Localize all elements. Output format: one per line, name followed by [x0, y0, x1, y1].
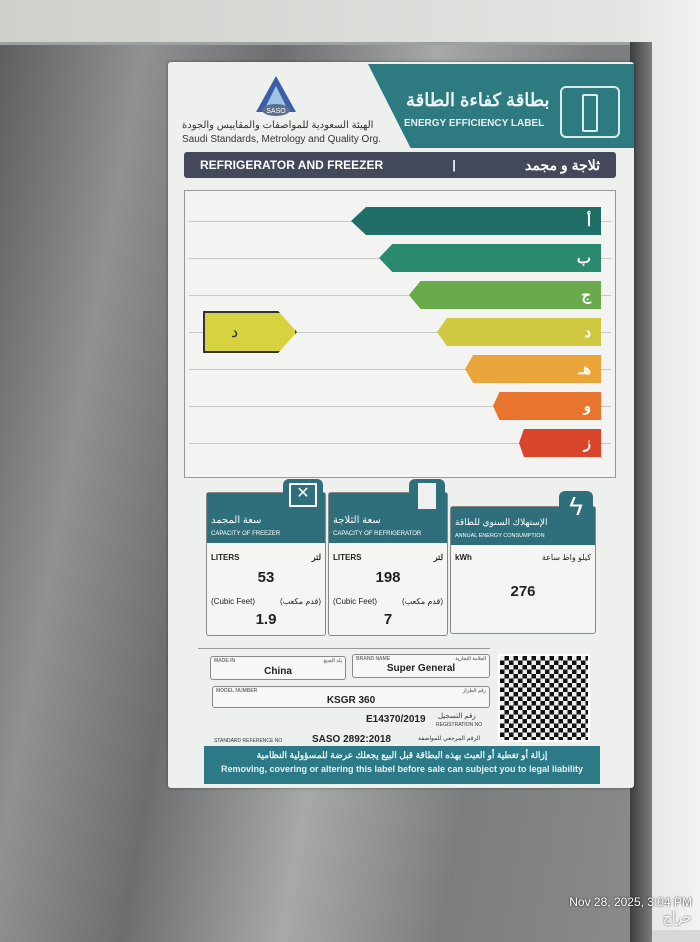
rating-arrow: ج — [409, 281, 601, 309]
rating-arrow: ب — [379, 244, 601, 272]
warning-ar: إزالة أو تغطية أو العبث بهذه البطاقة قبل… — [256, 750, 548, 760]
freezer-capacity-box: ✕ سعة المجمد CAPACITY OF FREEZER LITERS … — [206, 479, 326, 636]
energy-label: بطاقة كفاءة الطاقة ENERGY EFFICIENCY LAB… — [168, 62, 634, 788]
qr-code[interactable] — [498, 654, 590, 742]
rating-indicator: د — [203, 311, 297, 353]
refrigerator-capacity-box: سعة الثلاجة CAPACITY OF REFRIGERATOR LIT… — [328, 479, 448, 636]
watermark: حراج — [662, 909, 692, 925]
made-in-value: China — [264, 666, 292, 677]
rating-arrow: ز — [519, 429, 601, 457]
freezer-title-ar: سعة المجمد — [211, 515, 262, 526]
refrigerator-unit-ar: لتر — [433, 553, 443, 562]
brand-value: Super General — [386, 663, 456, 674]
energy-consumption-box: ϟ الإستهلاك السنوي للطاقة ANNUAL ENERGY … — [450, 491, 596, 634]
standard-label-en: STANDARD REFERENCE NO — [214, 738, 283, 744]
energy-title-en: ANNUAL ENERGY CONSUMPTION — [455, 533, 545, 539]
category-ar: ثلاجة و مجمد — [525, 156, 600, 173]
milk-carton-icon — [409, 479, 445, 509]
fridge-icon — [560, 86, 620, 138]
rating-letter: هـ — [578, 361, 591, 378]
rating-arrow: د — [437, 318, 601, 346]
energy-title-ar: الإستهلاك السنوي للطاقة — [455, 517, 548, 527]
rating-letter: ب — [576, 250, 591, 267]
lightning-icon: ϟ — [559, 491, 593, 525]
expand-icon: ✕ — [283, 479, 323, 509]
saso-logo: SASO — [256, 76, 296, 116]
registration-number: E14370/2019 — [366, 714, 426, 725]
header-banner — [368, 64, 634, 148]
model-value: KSGR 360 — [326, 695, 376, 706]
refrigerator-cf-ar: (قدم مكعب) — [402, 597, 443, 606]
registration-label-en: REGISTRATION NO — [436, 722, 483, 728]
efficiency-scale: أ ب ج د هـ و ز د — [184, 190, 616, 478]
scale-gridline — [189, 369, 611, 370]
freezer-liters: 53 — [257, 569, 275, 586]
svg-text:SASO: SASO — [266, 108, 286, 115]
refrigerator-liters: 198 — [375, 569, 401, 586]
label-title-ar: بطاقة كفاءة الطاقة — [406, 90, 550, 110]
freezer-title-en: CAPACITY OF FREEZER — [211, 531, 281, 537]
made-in-field: MADE IN بلد الصنع China — [210, 656, 346, 680]
org-name-en: Saudi Standards, Metrology and Quality O… — [182, 134, 381, 145]
model-field: MODEL NUMBER رقم الطراز KSGR 360 — [212, 686, 490, 708]
org-name-ar: الهيئة السعودية للمواصفات والمقاييس والج… — [182, 120, 374, 131]
energy-unit-ar: كيلو واط ساعة — [541, 553, 591, 562]
rating-arrow: هـ — [465, 355, 601, 383]
freezer-cubic-feet: 1.9 — [255, 611, 277, 628]
freezer-cf-ar: (قدم مكعب) — [280, 597, 321, 606]
rating-letter: أ — [586, 213, 591, 230]
rating-letter: د — [584, 324, 591, 341]
scale-gridline — [189, 295, 611, 296]
energy-unit-en: kWh — [455, 553, 472, 562]
scale-gridline — [189, 332, 611, 333]
category-separator: | — [452, 158, 456, 172]
label-title-en: ENERGY EFFICIENCY LABEL — [404, 118, 545, 129]
legal-warning: إزالة أو تغطية أو العبث بهذه البطاقة قبل… — [204, 746, 600, 784]
door-edge — [630, 42, 652, 942]
refrigerator-title-en: CAPACITY OF REFRIGERATOR — [333, 531, 422, 537]
rating-indicator-letter: د — [231, 324, 239, 341]
category-en: REFRIGERATOR AND FREEZER — [200, 158, 384, 172]
refrigerator-cf-en: (Cubic Feet) — [333, 597, 378, 606]
rating-arrow: و — [493, 392, 601, 420]
category-bar: REFRIGERATOR AND FREEZER | ثلاجة و مجمد — [184, 152, 616, 178]
scale-gridline — [189, 406, 611, 407]
refrigerator-title-ar: سعة الثلاجة — [333, 515, 381, 526]
freezer-cf-en: (Cubic Feet) — [211, 597, 256, 606]
freezer-unit-en: LITERS — [211, 553, 240, 562]
photo-timestamp: Nov 28, 2025, 3:04 PM حراج — [569, 895, 692, 925]
rating-letter: ز — [583, 435, 591, 452]
standard-label-ar: الرقم المرجعي للمواصفة — [418, 736, 481, 742]
rating-arrow: أ — [351, 207, 601, 235]
standard-number: SASO 2892:2018 — [312, 734, 391, 745]
rating-letter: و — [583, 398, 591, 415]
brand-field: BRAND NAME العلامة التجارية Super General — [352, 654, 490, 678]
refrigerator-unit-en: LITERS — [333, 553, 362, 562]
rating-letter: ج — [581, 287, 591, 304]
warning-en: Removing, covering or altering this labe… — [220, 764, 584, 774]
scale-gridline — [189, 443, 611, 444]
freezer-unit-ar: لتر — [311, 553, 321, 562]
energy-value: 276 — [510, 583, 536, 600]
registration-label-ar: رقم التسجيل — [438, 713, 476, 720]
refrigerator-cubic-feet: 7 — [383, 611, 393, 628]
